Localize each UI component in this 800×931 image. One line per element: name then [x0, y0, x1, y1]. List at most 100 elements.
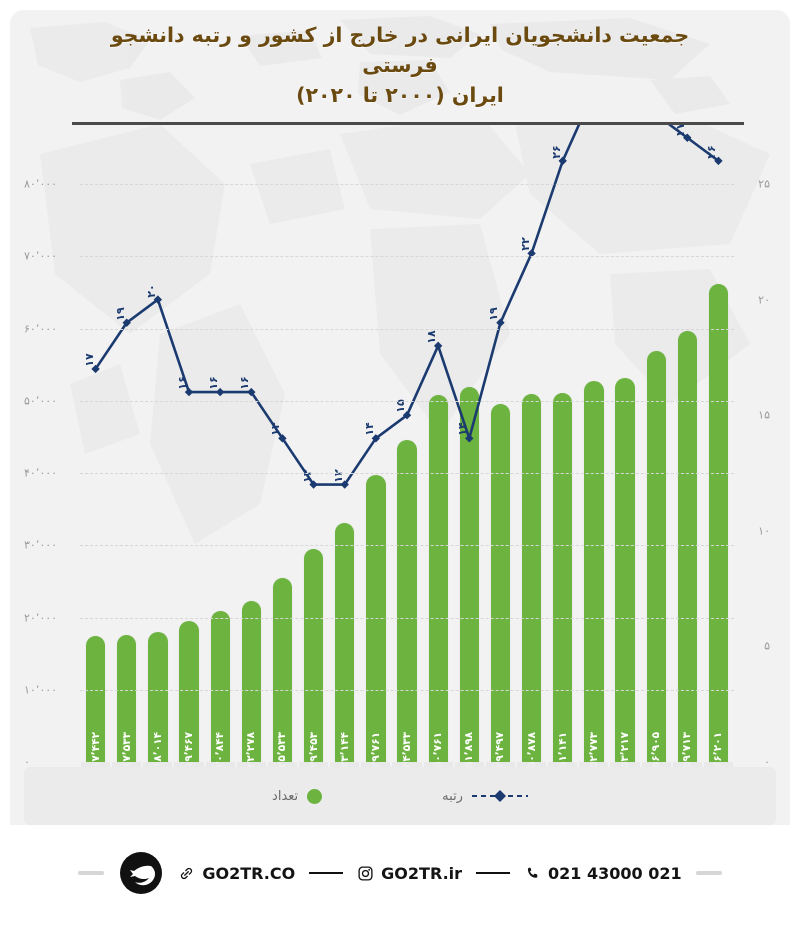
footer-contact-bar: GO2TR.CO GO2TR.ir 021 43000 021 [10, 825, 790, 921]
legend-label-count: تعداد [272, 788, 299, 804]
bar-slot: ۵۱٬۱۴۱ [547, 122, 578, 767]
gridline [80, 689, 734, 691]
bar-slot: ۲۰٬۸۴۴ [205, 122, 236, 767]
x-axis-tick: ۲۰۰۴ [205, 762, 235, 767]
x-axis-tick: ۲۰۰۹ [361, 762, 391, 767]
x-axis-tick: ۲۰۰۸ [330, 762, 360, 767]
bar[interactable]: ۱۸٬۰۱۴ [148, 631, 168, 767]
chart-header: جمعیت دانشجویان ایرانی در خارج از کشور و… [10, 10, 790, 122]
instagram-icon [358, 865, 373, 881]
bar[interactable]: ۵۳٬۲۱۷ [615, 377, 635, 767]
bar[interactable]: ۲۰٬۸۴۴ [210, 611, 230, 767]
green-circle-marker-icon [307, 788, 323, 804]
footer-left-dash [78, 871, 105, 875]
bar[interactable]: ۵۰٬۸۷۸ [521, 394, 542, 767]
x-axis-tick: ۲۰۱۴ [517, 762, 547, 767]
y-axis-left-tick: ۸۰٬۰۰۰ [24, 177, 58, 191]
footer-website[interactable]: GO2TR.CO [178, 864, 295, 883]
bar-slot: ۶۶٬۲۰۱ [703, 122, 734, 767]
bar-slot: ۱۹٬۴۶۷ [173, 122, 204, 767]
x-axis-tick: ۲۰۰۱ [112, 762, 142, 767]
bar-slot: ۵۶٬۹۰۵ [641, 122, 672, 767]
y-axis-left: ۸۰٬۰۰۰ ۷۰٬۰۰۰ ۶۰٬۰۰۰ ۵۰٬۰۰۰ ۴۰٬۰۰۰ ۳۰٬۰۰۰ ۲۰٬۰… [24, 122, 86, 768]
bar-slot: ۵۳٬۲۱۷ [609, 122, 640, 767]
go2tr-logo-icon [120, 852, 163, 894]
y-axis-left-tick: ۳۰٬۰۰۰ [24, 538, 58, 552]
legend-item-count[interactable]: تعداد [272, 788, 323, 804]
bar[interactable]: ۳۳٬۱۴۴ [335, 522, 355, 767]
footer-instagram[interactable]: GO2TR.ir [357, 864, 462, 883]
bar[interactable]: ۵۶٬۹۰۵ [646, 350, 666, 767]
chart-card: جمعیت دانشجویان ایرانی در خارج از کشور و… [10, 10, 790, 921]
bar-slot: ۲۲٬۲۷۸ [236, 122, 267, 767]
link-icon [181, 867, 193, 879]
legend-item-rank[interactable]: رتبه [442, 789, 528, 804]
bar[interactable]: ۲۹٬۴۵۳ [303, 549, 324, 767]
x-axis-tick: ۲۰۰۶ [267, 762, 298, 767]
x-axis-tick: ۲۰۰۷ [299, 762, 329, 767]
bar[interactable]: ۵۱٬۸۹۸ [459, 387, 479, 767]
bar-slot: ۲۹٬۴۵۳ [298, 122, 329, 767]
bar[interactable]: ۲۵٬۵۳۳ [272, 577, 293, 767]
page-title: جمعیت دانشجویان ایرانی در خارج از کشور و… [10, 21, 790, 110]
dashed-line-diamond-marker-icon [471, 790, 528, 802]
bar[interactable]: ۱۷٬۵۳۳ [117, 635, 137, 767]
footer-separator-1 [309, 872, 344, 874]
x-axis-baseline [72, 122, 744, 125]
plot-area: ۸۰٬۰۰۰ ۷۰٬۰۰۰ ۶۰٬۰۰۰ ۵۰٬۰۰۰ ۴۰٬۰۰۰ ۳۰٬۰۰۰ ۲۰٬۰… [10, 122, 790, 767]
x-axis-tick: ۲۰۰۲ [143, 762, 173, 767]
bar-slot: ۵۹٬۷۱۳ [672, 122, 703, 767]
x-axis-tick: ۲۰۱۶ [579, 762, 609, 767]
x-axis-tick: ۲۰۱۳ [485, 762, 516, 767]
bar[interactable]: ۲۲٬۲۷۸ [241, 601, 261, 767]
bar[interactable]: ۵۹٬۷۱۳ [677, 330, 697, 767]
x-axis-tick: ۲۰۰۵ [236, 762, 266, 767]
x-axis-tick: ۲۰۱۸ [641, 762, 671, 767]
chart-canvas: ۸۰٬۰۰۰ ۷۰٬۰۰۰ ۶۰٬۰۰۰ ۵۰٬۰۰۰ ۴۰٬۰۰۰ ۳۰٬۰۰۰ ۲۰٬۰… [10, 122, 790, 768]
bar[interactable]: ۵۰٬۷۶۱ [428, 395, 448, 767]
bar[interactable]: ۱۷٬۴۴۲ [85, 635, 106, 767]
x-axis-tick: ۲۰۱۰ [392, 762, 422, 767]
bar-slot: ۴۴٬۵۳۳ [391, 122, 422, 767]
x-axis-tick: ۲۰۲۰ [703, 762, 733, 767]
x-axis-tick: ۲۰۱۷ [610, 762, 640, 767]
chart-legend: رتبه تعداد [24, 767, 776, 825]
y-axis-left-tick: ۶۰٬۰۰۰ [24, 322, 58, 335]
bar-slot: ۳۳٬۱۴۴ [329, 122, 360, 767]
y-axis-left-tick: ۰ [24, 755, 30, 768]
x-axis-tick: ۲۰۰۰ [81, 762, 111, 767]
bar[interactable]: ۴۴٬۵۳۳ [397, 440, 417, 767]
gridline [80, 256, 734, 258]
footer-website-label: GO2TR.CO [202, 863, 296, 883]
bar-slot: ۴۹٬۴۹۷ [485, 122, 516, 767]
bar[interactable]: ۵۲٬۷۷۳ [584, 380, 604, 767]
x-axis-tick: ۲۰۱۱ [423, 762, 453, 767]
footer-phone-label: 021 43000 021 [548, 863, 682, 883]
bar-slot: ۱۷٬۵۳۳ [111, 122, 142, 767]
gridline [80, 545, 734, 547]
bar[interactable]: ۵۱٬۱۴۱ [553, 392, 573, 767]
bar[interactable]: ۴۹٬۴۹۷ [490, 404, 511, 767]
x-axis: ۲۰۰۰۲۰۰۱۲۰۰۲۲۰۰۳۲۰۰۴۲۰۰۵۲۰۰۶۲۰۰۷۲۰۰۸۲۰۰۹… [80, 762, 734, 767]
gridline [80, 328, 734, 330]
title-line-2: ایران (۲۰۰۰ تا ۲۰۲۰) [296, 82, 504, 107]
x-axis-tick: ۲۰۰۳ [174, 762, 204, 767]
phone-icon [527, 866, 538, 878]
gridline [80, 473, 734, 474]
bar-series: ۱۷٬۴۴۲ ۱۷٬۵۳۳ ۱۸٬۰۱۴ ۱۹٬۴۶۷ ۲۰٬۸۴۴ ۲۲٬۲۷۸ ۲۵٬۵… [80, 122, 734, 767]
gridline [80, 617, 734, 619]
gridline [80, 400, 734, 402]
legend-label-rank: رتبه [442, 788, 463, 804]
footer-phone[interactable]: 021 43000 021 [524, 864, 682, 883]
footer-right-dash [695, 871, 722, 875]
bar-slot: ۱۷٬۴۴۲ [80, 122, 111, 767]
bar[interactable]: ۱۹٬۴۶۷ [179, 621, 199, 767]
bar-slot: ۵۰٬۸۷۸ [516, 122, 547, 767]
bar-slot: ۵۱٬۸۹۸ [454, 122, 485, 767]
bar-slot: ۵۰٬۷۶۱ [423, 122, 454, 767]
y-axis-left-tick: ۲۰٬۰۰۰ [24, 611, 58, 624]
